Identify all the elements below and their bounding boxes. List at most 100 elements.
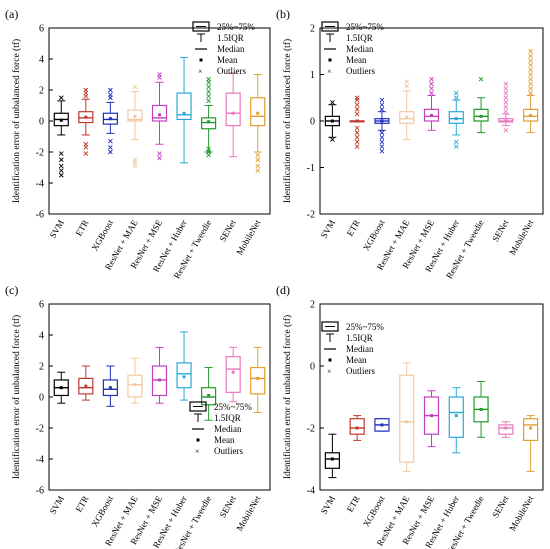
- outlier-point: [453, 144, 459, 149]
- outlier-point: [379, 144, 385, 149]
- outlier-point: [330, 137, 335, 142]
- box-1: [53, 371, 69, 404]
- mean-point: [430, 414, 433, 418]
- iqr-box: [127, 374, 143, 398]
- mean-point: [479, 114, 483, 118]
- outlier-stroke: [379, 130, 385, 135]
- outlier-point: [503, 109, 509, 115]
- box-3: [374, 97, 390, 154]
- y-tick-label: 0: [310, 117, 315, 128]
- outlier-point: [503, 86, 509, 91]
- box-2: [78, 87, 94, 156]
- x-tick-label: SVM: [319, 218, 337, 240]
- outlier-point: [379, 139, 385, 145]
- outlier-stroke: [453, 144, 459, 149]
- box-2: [349, 95, 365, 149]
- outlier-stroke: [58, 157, 64, 163]
- outlier-point: [379, 97, 385, 103]
- y-tick-label: 1: [310, 70, 315, 81]
- y-tick-label: 2: [39, 86, 44, 97]
- outlier-point: [354, 111, 360, 117]
- outlier-stroke: [354, 111, 360, 117]
- outlier-point: [157, 155, 162, 161]
- outlier-point: [354, 139, 360, 145]
- legend-box-symbol: [189, 401, 207, 412]
- outlier-point: [108, 149, 113, 155]
- legend-whisker-label: 1.5IQR: [346, 333, 373, 343]
- outlier-stroke: [379, 134, 385, 140]
- outlier-stroke: [503, 90, 509, 96]
- outlier-stroke: [354, 125, 360, 131]
- outlier-stroke: [379, 139, 385, 145]
- x-tick-label: XGBoost: [89, 218, 115, 253]
- outlier-stroke: [429, 81, 434, 87]
- iqr-box: [498, 424, 514, 435]
- outlier-point: [108, 87, 113, 93]
- panel-3: (d) -4 -2 0 2 Identification error of unbalan…: [276, 283, 544, 549]
- outlier-stroke: [206, 98, 211, 104]
- outlier-stroke: [354, 144, 360, 149]
- iqr-box: [399, 374, 415, 463]
- outlier-point: [453, 139, 459, 145]
- panel-label: (d): [276, 283, 290, 297]
- outlier-point: [206, 76, 211, 82]
- outlier-point: [528, 72, 533, 77]
- box-9: [250, 74, 266, 173]
- legend-whisker-label: 1.5IQR: [346, 33, 373, 43]
- panel-1: (b) -2 -1 0 1 2 Identification error of unbala…: [276, 7, 544, 280]
- outlier-point: [354, 134, 360, 140]
- outlier-stroke: [404, 83, 410, 89]
- iqr-box: [151, 104, 168, 122]
- mean-point: [158, 113, 161, 117]
- box-4: [399, 362, 415, 472]
- box-7: [201, 76, 217, 158]
- outlier-stroke: [528, 90, 533, 96]
- legend-median-label: Median: [346, 44, 374, 54]
- outlier-stroke: [206, 93, 211, 99]
- y-axis-label: Identification error of unbalanced force…: [11, 39, 22, 203]
- mean-point: [108, 117, 112, 121]
- outlier-stroke: [58, 163, 64, 169]
- box-5: [423, 390, 440, 448]
- panel-label: (a): [5, 7, 18, 21]
- legend-outliers-label: Outliers: [346, 66, 375, 76]
- outlier-stroke: [58, 172, 64, 178]
- box-1: [53, 95, 69, 178]
- box-4: [399, 79, 415, 141]
- outlier-stroke: [354, 139, 360, 145]
- box-3: [102, 365, 118, 407]
- legend-outlier-symbol: ×: [198, 67, 203, 76]
- y-tick-label: -2: [307, 424, 315, 435]
- iqr-box: [349, 418, 365, 435]
- outlier-point: [83, 87, 89, 93]
- x-tick-label: MobileNet: [234, 218, 262, 257]
- outlier-stroke: [206, 84, 211, 90]
- box-4: [127, 357, 143, 404]
- legend-whisker-label: 1.5IQR: [214, 413, 241, 423]
- outlier-stroke: [354, 107, 360, 112]
- outlier-stroke: [157, 151, 162, 156]
- y-tick-label: 0: [39, 117, 44, 128]
- y-tick-label: 6: [39, 24, 44, 35]
- outlier-point: [528, 86, 533, 91]
- legend-outlier-symbol: ×: [327, 67, 332, 76]
- outlier-point: [503, 104, 509, 110]
- box-6: [176, 331, 192, 401]
- box-8: [498, 421, 514, 438]
- outlier-stroke: [255, 168, 261, 173]
- outlier-point: [132, 163, 138, 169]
- outlier-point: [157, 72, 162, 77]
- outlier-point: [379, 134, 385, 140]
- outlier-stroke: [108, 87, 113, 93]
- y-tick-label: -4: [36, 179, 44, 190]
- outlier-point: [354, 102, 360, 108]
- outlier-point: [453, 95, 459, 101]
- outlier-stroke: [453, 90, 459, 96]
- outlier-point: [330, 100, 335, 105]
- outlier-point: [206, 84, 211, 90]
- outlier-point: [206, 98, 211, 104]
- outlier-point: [379, 148, 385, 154]
- mean-point: [454, 117, 458, 121]
- legend-mean-symbol: [328, 358, 332, 362]
